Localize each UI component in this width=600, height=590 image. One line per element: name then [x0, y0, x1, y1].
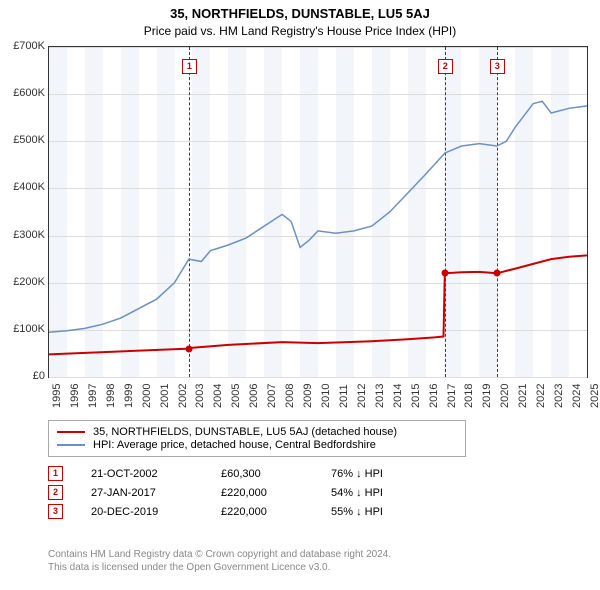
- x-axis-label: 2017: [446, 384, 458, 408]
- x-axis-label: 2015: [410, 384, 422, 408]
- x-axis-label: 2022: [535, 384, 547, 408]
- x-axis-label: 2020: [499, 384, 511, 408]
- x-axis-label: 2023: [553, 384, 565, 408]
- event-row: 3 20-DEC-2019£220,00055% ↓ HPI: [48, 504, 383, 519]
- y-axis-label: £100K: [13, 323, 45, 335]
- y-axis-label: £700K: [13, 40, 45, 52]
- event-marker: 3: [48, 504, 63, 519]
- x-axis-label: 1997: [87, 384, 99, 408]
- event-marker: 2: [48, 485, 63, 500]
- chart-marker: 3: [490, 59, 505, 74]
- y-axis-label: £600K: [13, 87, 45, 99]
- x-axis-label: 2002: [177, 384, 189, 408]
- y-axis-label: £300K: [13, 229, 45, 241]
- event-delta: 54% ↓ HPI: [331, 487, 383, 499]
- x-axis-label: 2009: [302, 384, 314, 408]
- x-axis-label: 2021: [517, 384, 529, 408]
- legend-label: 35, NORTHFIELDS, DUNSTABLE, LU5 5AJ (det…: [93, 426, 397, 438]
- x-axis-label: 1999: [123, 384, 135, 408]
- event-row: 1 21-OCT-2002£60,30076% ↓ HPI: [48, 466, 383, 481]
- x-axis-label: 1995: [51, 384, 63, 408]
- legend: 35, NORTHFIELDS, DUNSTABLE, LU5 5AJ (det…: [48, 420, 466, 457]
- x-axis-label: 2014: [392, 384, 404, 408]
- y-axis-label: £200K: [13, 276, 45, 288]
- y-axis-label: £0: [33, 370, 45, 382]
- x-axis-label: 2024: [571, 384, 583, 408]
- x-axis-label: 2004: [212, 384, 224, 408]
- y-axis-label: £400K: [13, 181, 45, 193]
- x-axis-label: 2019: [481, 384, 493, 408]
- x-axis-label: 2012: [356, 384, 368, 408]
- x-axis-label: 2000: [141, 384, 153, 408]
- x-axis-label: 2008: [284, 384, 296, 408]
- legend-item: HPI: Average price, detached house, Cent…: [57, 439, 457, 451]
- event-price: £220,000: [221, 487, 331, 499]
- event-row: 2 27-JAN-2017£220,00054% ↓ HPI: [48, 485, 383, 500]
- x-axis-label: 2011: [338, 384, 350, 408]
- event-price: £60,300: [221, 468, 331, 480]
- x-axis-label: 2005: [230, 384, 242, 408]
- event-date: 20-DEC-2019: [91, 506, 221, 518]
- legend-item: 35, NORTHFIELDS, DUNSTABLE, LU5 5AJ (det…: [57, 426, 457, 438]
- event-delta: 76% ↓ HPI: [331, 468, 383, 480]
- x-axis-label: 1998: [105, 384, 117, 408]
- page-title: 35, NORTHFIELDS, DUNSTABLE, LU5 5AJ: [0, 0, 600, 21]
- chart-container: { "title": "35, NORTHFIELDS, DUNSTABLE, …: [0, 0, 600, 590]
- chart-marker: 2: [438, 59, 453, 74]
- x-axis-label: 2025: [589, 384, 600, 408]
- legend-label: HPI: Average price, detached house, Cent…: [93, 439, 376, 451]
- event-date: 27-JAN-2017: [91, 487, 221, 499]
- x-axis-label: 2001: [159, 384, 171, 408]
- x-axis-label: 2016: [428, 384, 440, 408]
- x-axis-label: 1996: [69, 384, 81, 408]
- x-axis-label: 2007: [266, 384, 278, 408]
- footer-attribution: Contains HM Land Registry data © Crown c…: [48, 548, 391, 574]
- chart-plot-area: 1 2 3: [48, 46, 588, 378]
- footer-line: Contains HM Land Registry data © Crown c…: [48, 548, 391, 561]
- footer-line: This data is licensed under the Open Gov…: [48, 561, 391, 574]
- chart-lines: [49, 47, 587, 377]
- x-axis-label: 2018: [463, 384, 475, 408]
- event-delta: 55% ↓ HPI: [331, 506, 383, 518]
- x-axis-label: 2013: [374, 384, 386, 408]
- x-axis-label: 2006: [248, 384, 260, 408]
- event-date: 21-OCT-2002: [91, 468, 221, 480]
- page-subtitle: Price paid vs. HM Land Registry's House …: [0, 21, 600, 42]
- event-price: £220,000: [221, 506, 331, 518]
- event-marker: 1: [48, 466, 63, 481]
- event-table: 1 21-OCT-2002£60,30076% ↓ HPI 2 27-JAN-2017…: [48, 462, 383, 523]
- y-axis-label: £500K: [13, 134, 45, 146]
- x-axis-label: 2010: [320, 384, 332, 408]
- chart-marker: 1: [182, 59, 197, 74]
- x-axis-label: 2003: [194, 384, 206, 408]
